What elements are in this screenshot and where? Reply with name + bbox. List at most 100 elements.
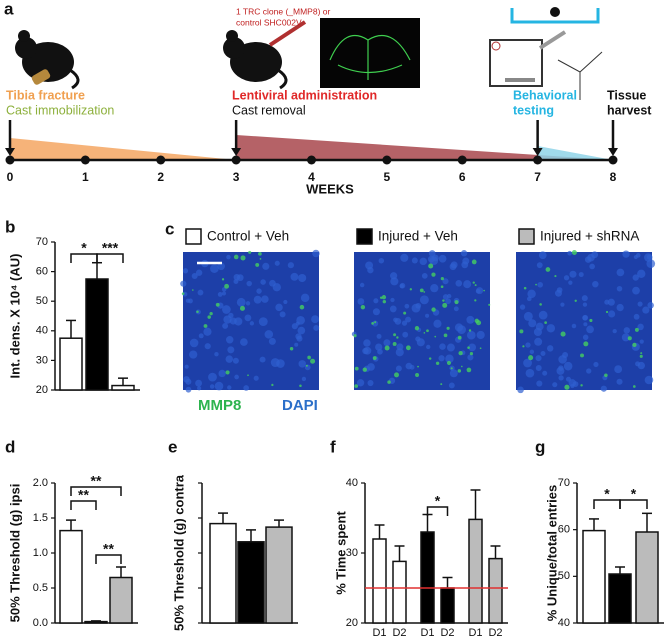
week-label: 0 (7, 170, 14, 184)
y-tick-label: 60 (558, 524, 570, 536)
y-tick-label: 40 (558, 617, 570, 629)
arrow-head (5, 148, 15, 156)
week-dot (457, 155, 467, 165)
nucleus (283, 299, 288, 305)
legend-swatch (185, 228, 202, 245)
nucleus (208, 372, 217, 382)
mouse-icon (223, 20, 307, 90)
week-label: 2 (157, 170, 164, 184)
mmp8-signal (440, 285, 444, 289)
nucleus (376, 333, 382, 339)
event-label: Cast immobilization (6, 103, 114, 117)
nucleus (312, 249, 320, 258)
nucleus (468, 343, 477, 352)
week-dot (156, 155, 166, 165)
nucleus (572, 381, 579, 387)
nucleus (183, 376, 190, 383)
nucleus (582, 334, 589, 341)
mmp8-signal (196, 310, 199, 314)
nucleus (563, 275, 570, 281)
nucleus (225, 355, 234, 363)
nucleus (262, 262, 270, 270)
nucleus (221, 291, 227, 296)
period-shading (537, 146, 613, 160)
panel-letter: d (5, 437, 15, 456)
nucleus (535, 322, 544, 331)
nucleus (313, 324, 320, 331)
mmp8-signal (605, 310, 609, 314)
nucleus (226, 336, 234, 344)
mmp8-signal (431, 307, 436, 312)
nucleus (189, 338, 199, 348)
mmp8-signal (423, 332, 426, 334)
legend-label: Injured + shRNA (540, 229, 639, 244)
nucleus (429, 256, 439, 266)
event-label: Lentiviral administration (232, 88, 377, 102)
nucleus (538, 310, 548, 320)
nucleus (457, 325, 466, 334)
nucleus (378, 257, 385, 264)
nucleus (593, 361, 599, 368)
nucleus (523, 311, 533, 321)
mmp8-signal (372, 356, 377, 361)
mmp8-signal (589, 318, 593, 323)
mmp8-signal (634, 327, 639, 332)
nucleus (569, 270, 577, 278)
mmp8-signal (580, 353, 585, 358)
y-tick-label: 20 (346, 617, 358, 629)
bar (59, 337, 83, 391)
significance-label: * (631, 486, 637, 502)
nucleus (542, 370, 548, 376)
nucleus (438, 254, 447, 263)
nucleus (637, 301, 643, 307)
nucleus (404, 303, 410, 309)
nucleus (527, 289, 536, 299)
bar (468, 518, 483, 624)
bar (111, 384, 135, 391)
nucleus (633, 313, 640, 320)
mmp8-signal (207, 315, 211, 319)
nucleus (467, 354, 474, 361)
nucleus (534, 337, 543, 346)
y-tick-label: 70 (36, 236, 48, 248)
nucleus (622, 250, 630, 258)
nucleus (571, 323, 577, 329)
nucleus (419, 295, 429, 305)
nucleus (556, 366, 565, 375)
bar (635, 531, 659, 624)
mmp8-signal (415, 373, 420, 377)
week-dot (231, 155, 241, 165)
mmp8-signal (396, 336, 399, 339)
period-shading (236, 135, 613, 160)
panel-letter: g (535, 437, 545, 456)
nucleus (182, 268, 189, 274)
nucleus (389, 272, 398, 280)
nucleus (529, 349, 535, 355)
nucleus (383, 339, 391, 347)
nucleus (463, 280, 472, 289)
mmp8-signal (354, 366, 359, 371)
nucleus (558, 355, 567, 364)
nucleus (298, 360, 306, 368)
nucleus (375, 343, 383, 351)
y-tick-label: 40 (36, 325, 48, 337)
mmp8-signal (299, 384, 302, 388)
bar (209, 522, 237, 624)
mmp8-signal (225, 370, 230, 375)
mmp8-signal (360, 304, 366, 310)
mmp8-signal (191, 289, 194, 291)
nucleus (425, 313, 430, 318)
nucleus (399, 283, 404, 289)
nucleus (568, 280, 573, 285)
week-label: 6 (459, 170, 466, 184)
y-tick-label: 70 (558, 477, 570, 489)
nucleus (357, 298, 365, 305)
mmp8-signal (215, 302, 220, 307)
arrow-head (532, 148, 543, 156)
mmp8-signal (519, 329, 524, 334)
nucleus (528, 319, 537, 328)
mmp8-signal (434, 335, 437, 338)
bar (608, 573, 632, 624)
nucleus (475, 288, 481, 294)
significance-bracket (70, 486, 122, 496)
